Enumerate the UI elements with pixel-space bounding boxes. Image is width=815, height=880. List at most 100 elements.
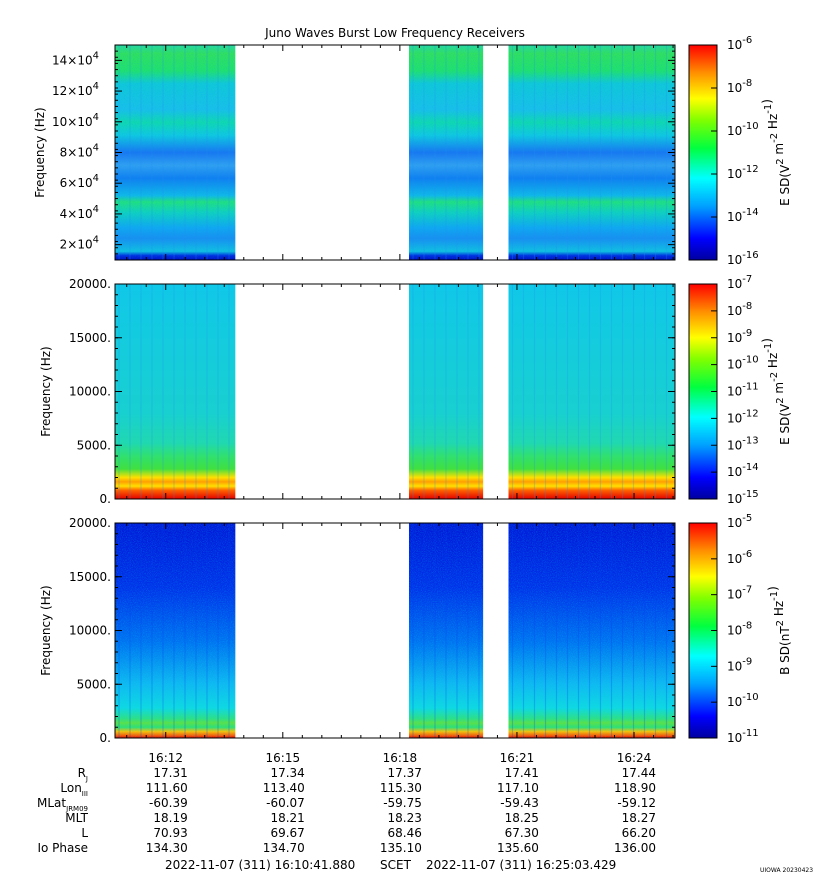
time-tick-label: 16:12 [148,751,183,765]
y-axis-title: Frequency (Hz) [39,585,53,676]
y-tick-label: 4×104 [60,204,99,221]
spectrogram-panel-1: 2×104 4×104 6×104 8×104 10×104 12×104 14×104 Fr… [33,35,792,267]
ephemeris-value: 135.10 [380,841,422,855]
ephemeris-value: -59.75 [383,796,422,810]
colorbar-title: E SD(V2 m-2 Hz-1) [760,338,792,445]
colorbar-title: B SD(nT2 Hz-1) [766,586,792,675]
colorbar-tick-label: 10-5 [727,513,752,530]
ephemeris-value: 69.67 [270,826,304,840]
ephemeris-value: 68.46 [388,826,422,840]
colorbar-tick-label: 10-10 [727,355,759,372]
colorbar-tick-label: 10-14 [727,207,759,224]
colorbar-tick-label: 10-8 [727,621,752,638]
colorbar-tick-label: 10-11 [727,728,759,745]
y-tick-label: 5000. [77,677,111,691]
y-tick-label: 5000. [77,438,111,452]
ephemeris-value: 17.44 [622,766,656,780]
colorbar-tick-label: 10-6 [727,35,752,52]
spectrogram-texture [408,523,484,738]
y-axis-title: Frequency (Hz) [39,346,53,437]
spectrogram-strip [408,284,484,499]
time-tick-label: 16:18 [383,751,418,765]
ephemeris-value: 18.21 [270,811,304,825]
colorbar-tick-label: 10-6 [727,549,752,566]
time-axis: 16:12 16:15 16:18 16:21 16:24 [148,751,651,765]
ephemeris-value: 70.93 [153,826,187,840]
colorbar-tick-label: 10-8 [727,78,752,95]
ephemeris-value: -59.43 [500,796,539,810]
y-tick-label: 0. [100,731,111,745]
ephemeris-value: -59.12 [617,796,656,810]
ephemeris-value: 18.23 [388,811,422,825]
ephemeris-label: MLatJRM09 [37,796,88,813]
ephemeris-label: Io Phase [37,841,88,855]
ephemeris-value: 111.60 [146,781,188,795]
credit-label: UIOWA 20230423 [760,867,813,874]
y-tick-label: 14×104 [52,50,99,67]
ephemeris-value: 113.40 [263,781,305,795]
y-tick-label: 10×104 [52,112,99,129]
colorbar-title: E SD(V2 m-2 Hz-1) [760,99,792,206]
spectrogram-texture [508,45,675,260]
ephemeris-label: MLT [65,811,88,825]
colorbar [688,44,718,261]
colorbar-tick-label: 10-16 [727,250,759,267]
colorbar-tick-label: 10-11 [727,382,759,399]
colorbar-tick-label: 10-12 [727,164,759,181]
ephemeris-label: LonIII [60,781,88,798]
colorbar-tick-label: 10-14 [727,462,759,479]
footer-start: 2022-11-07 (311) 16:10:41.880 [165,858,355,872]
ephemeris-value: 17.37 [388,766,422,780]
spectrogram-texture [408,45,484,260]
y-tick-label: 6×104 [60,173,99,190]
ephemeris-value: -60.39 [149,796,188,810]
footer-scet: SCET [380,858,412,872]
ephemeris-value: 134.30 [146,841,188,855]
spectrogram-strip [508,284,675,499]
ephemeris-value: -60.07 [266,796,305,810]
ephemeris-value: 67.30 [505,826,539,840]
figure-title: Juno Waves Burst Low Frequency Receivers [264,26,525,40]
spectrogram-strip [115,284,236,499]
y-tick-label: 12×104 [52,81,99,98]
ephemeris-value: 17.41 [505,766,539,780]
spectrogram-panel-2: 0. 5000. 10000. 15000. 20000. Frequency (Hz) 1… [39,274,792,506]
y-tick-label: 0. [100,492,111,506]
colorbar-tick-label: 10-9 [727,328,752,345]
time-tick-label: 16:15 [266,751,301,765]
time-tick-label: 16:21 [500,751,535,765]
spectrogram-texture [508,523,675,738]
ephemeris-value: 134.70 [263,841,305,855]
colorbar-tick-label: 10-13 [727,435,759,452]
ephemeris-value: 136.00 [614,841,656,855]
panels-group: 2×104 4×104 6×104 8×104 10×104 12×104 14×104 Fr… [33,35,792,745]
footer-end: 2022-11-07 (311) 16:25:03.429 [426,858,616,872]
spectrogram-panel-3: 0. 5000. 10000. 15000. 20000. Frequency (Hz) 1… [39,513,792,745]
colorbar-tick-label: 10-10 [727,121,759,138]
y-tick-label: 20000. [69,277,111,291]
y-tick-label: 2×104 [60,235,99,252]
ephemeris-value: 17.31 [153,766,187,780]
colorbar-tick-label: 10-7 [727,585,752,602]
ephemeris-value: 117.10 [497,781,539,795]
ephemeris-value: 118.90 [614,781,656,795]
y-tick-label: 8×104 [60,143,99,160]
ephemeris-label: L [81,826,88,840]
y-tick-label: 10000. [69,624,111,638]
y-tick-label: 15000. [69,570,111,584]
time-tick-label: 16:24 [617,751,652,765]
ephemeris-value: 17.34 [270,766,304,780]
ephemeris-value: 115.30 [380,781,422,795]
y-tick-label: 15000. [69,331,111,345]
ephemeris-value: 135.60 [497,841,539,855]
colorbar-tick-label: 10-7 [727,274,752,291]
y-tick-label: 10000. [69,385,111,399]
spectrogram-texture [115,45,236,260]
colorbar-tick-label: 10-10 [727,692,759,709]
ephemeris-table: RJ 17.31 17.34 17.37 17.41 17.44 LonIII 111.60 1… [37,766,656,855]
y-axis-title: Frequency (Hz) [33,107,47,198]
ephemeris-label: RJ [78,766,88,783]
spectrogram-texture [115,523,236,738]
colorbar-tick-label: 10-9 [727,656,752,673]
